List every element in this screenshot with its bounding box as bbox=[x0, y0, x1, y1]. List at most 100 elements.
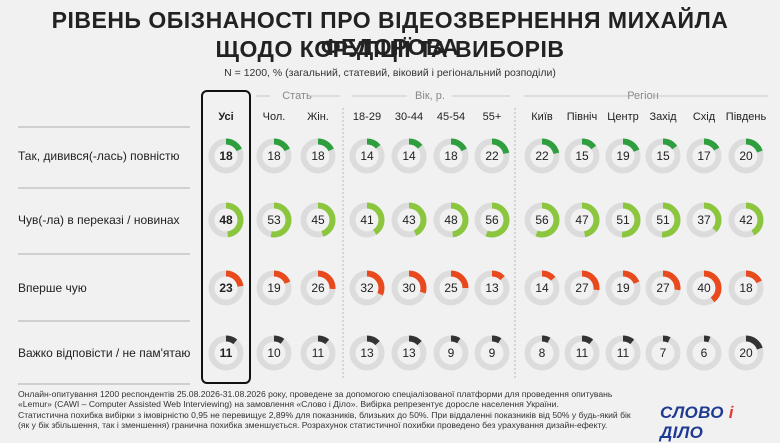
donut-value-label: 26 bbox=[311, 281, 325, 295]
total-column-highlight bbox=[201, 90, 251, 384]
donut-value-label: 19 bbox=[616, 149, 630, 163]
donut-arc bbox=[686, 202, 722, 238]
donut-arc bbox=[474, 335, 510, 371]
donut-value-label: 20 bbox=[739, 149, 753, 163]
donut-value-label: 20 bbox=[739, 346, 753, 360]
donut-arc bbox=[349, 202, 385, 238]
column-header: 18-29 bbox=[353, 111, 381, 123]
donut-value-label: 10 bbox=[267, 346, 281, 360]
donut-arc bbox=[686, 138, 722, 174]
donut-arc bbox=[686, 270, 722, 306]
donut-arc bbox=[349, 270, 385, 306]
footer-line: (як у бік збільшення, так і зменшення) г… bbox=[18, 420, 608, 431]
donut-arc bbox=[256, 270, 292, 306]
donut-value-label: 11 bbox=[617, 346, 630, 360]
column-header: 45-54 bbox=[437, 111, 465, 123]
donut-arc bbox=[686, 335, 722, 371]
donut-arc bbox=[474, 202, 510, 238]
donut-arc bbox=[433, 270, 469, 306]
column-header: Центр bbox=[607, 111, 639, 123]
donut-value-label: 22 bbox=[535, 149, 549, 163]
donut-arc bbox=[208, 335, 244, 371]
donut-value-label: 11 bbox=[220, 346, 233, 360]
donut-value-label: 43 bbox=[402, 213, 416, 227]
donut-value-label: 8 bbox=[539, 346, 546, 360]
donut-value-label: 19 bbox=[267, 281, 281, 295]
donut-value-label: 7 bbox=[660, 346, 667, 360]
donut-value-label: 9 bbox=[489, 346, 496, 360]
group-label: Регіон bbox=[627, 90, 659, 102]
donut-arc bbox=[564, 138, 600, 174]
donut-arc bbox=[728, 270, 764, 306]
footer-line: Онлайн-опитування 1200 респондентів 25.0… bbox=[18, 389, 613, 399]
donut-arc bbox=[391, 138, 427, 174]
donut-value-label: 48 bbox=[444, 213, 458, 227]
donut-value-label: 22 bbox=[485, 149, 499, 163]
donut-arc bbox=[728, 202, 764, 238]
donut-value-label: 27 bbox=[656, 281, 670, 295]
donut-arc bbox=[349, 335, 385, 371]
donut-value-label: 53 bbox=[267, 213, 281, 227]
donut-arc bbox=[605, 335, 641, 371]
donut-value-label: 18 bbox=[311, 149, 325, 163]
chart-title-line1: РІВЕНЬ ОБІЗНАНОСТІ ПРО ВІДЕОЗВЕРНЕННЯ МИ… bbox=[51, 7, 729, 60]
donut-arc bbox=[645, 138, 681, 174]
donut-value-label: 56 bbox=[535, 213, 549, 227]
donut-arc bbox=[391, 202, 427, 238]
donut-value-label: 41 bbox=[360, 213, 374, 227]
donut-arc bbox=[208, 270, 244, 306]
column-header: Київ bbox=[531, 111, 553, 123]
brand-logo: СЛОВО і ДІЛО bbox=[660, 403, 780, 443]
donut-arc bbox=[564, 202, 600, 238]
donut-arc bbox=[256, 202, 292, 238]
column-header: Усі bbox=[218, 111, 233, 123]
donut-arc bbox=[433, 138, 469, 174]
donut-value-label: 15 bbox=[575, 149, 589, 163]
row-label: Так, дивився(-лась) повністю bbox=[18, 149, 180, 163]
column-header: 30-44 bbox=[395, 111, 423, 123]
donut-arc bbox=[256, 335, 292, 371]
logo-word-2: ДІЛО bbox=[660, 423, 704, 442]
column-header: 55+ bbox=[483, 111, 502, 123]
donut-arc bbox=[524, 138, 560, 174]
donut-arc bbox=[605, 202, 641, 238]
donut-arc bbox=[645, 335, 681, 371]
donut-arc bbox=[208, 138, 244, 174]
donut-arc bbox=[524, 202, 560, 238]
donut-value-label: 17 bbox=[697, 149, 711, 163]
donut-value-label: 18 bbox=[444, 149, 458, 163]
donut-arc bbox=[300, 138, 336, 174]
logo-conjunction: і bbox=[728, 403, 734, 422]
donut-value-label: 11 bbox=[576, 346, 589, 360]
donut-arc bbox=[433, 335, 469, 371]
donut-arc bbox=[605, 138, 641, 174]
donut-value-label: 45 bbox=[311, 213, 325, 227]
column-header: Північ bbox=[567, 111, 597, 123]
footer-line: «Lemur» (CAWI – Computer Assisted Web In… bbox=[18, 399, 559, 410]
column-header: Чол. bbox=[263, 111, 286, 123]
row-label: Вперше чую bbox=[18, 281, 87, 295]
donut-arc bbox=[391, 270, 427, 306]
donut-value-label: 42 bbox=[739, 213, 753, 227]
donut-arc bbox=[433, 202, 469, 238]
donut-arc bbox=[208, 202, 244, 238]
donut-arc bbox=[564, 335, 600, 371]
donut-value-label: 14 bbox=[360, 149, 374, 163]
donut-value-label: 19 bbox=[616, 281, 630, 295]
donut-value-label: 23 bbox=[219, 281, 233, 295]
footer-line: Статистична похибка вибірки з імовірніст… bbox=[18, 409, 631, 420]
footer-methodology: Онлайн-опитування 1200 респондентів 25.0… bbox=[18, 389, 638, 431]
donut-value-label: 14 bbox=[535, 281, 549, 295]
donut-value-label: 37 bbox=[697, 213, 711, 227]
column-header: Схід bbox=[693, 111, 716, 123]
donut-arc bbox=[300, 202, 336, 238]
donut-value-label: 27 bbox=[575, 281, 589, 295]
row-label: Чув(-ла) в переказі / новинах bbox=[18, 213, 180, 227]
donut-value-label: 13 bbox=[360, 346, 374, 360]
donut-value-label: 30 bbox=[402, 281, 416, 295]
row-label: Важко відповісти / не пам'ятаю bbox=[18, 346, 190, 360]
donut-arc bbox=[728, 138, 764, 174]
donut-value-label: 13 bbox=[402, 346, 416, 360]
donut-arc bbox=[524, 335, 560, 371]
chart-title-line2: ЩОДО КОРУПЦІЇ ТА ВИБОРІВ bbox=[215, 36, 565, 62]
